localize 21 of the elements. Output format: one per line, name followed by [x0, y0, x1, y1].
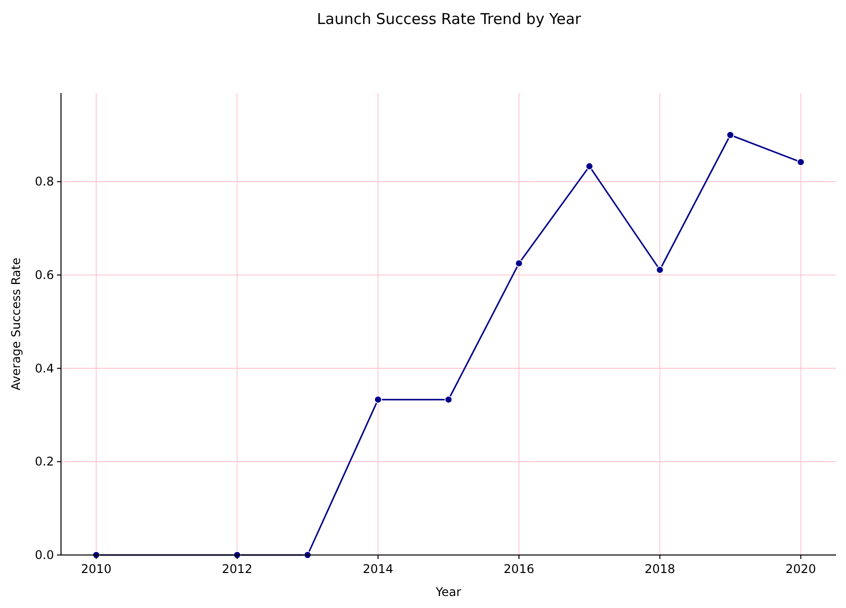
chart-title: Launch Success Rate Trend by Year [316, 10, 582, 28]
y-tick-label: 0.4 [34, 361, 54, 376]
x-tick-label: 2012 [222, 562, 252, 576]
x-tick-label: 2020 [786, 562, 816, 576]
point [515, 259, 523, 268]
x-tick-label: 2010 [80, 562, 112, 576]
point [444, 396, 452, 404]
point [586, 162, 594, 170]
y-axis-title: Average Success Rate [9, 258, 23, 390]
point [374, 396, 382, 404]
y-tick-label: 0.6 [34, 268, 54, 282]
point [796, 158, 805, 166]
x-axis-title: Year [434, 585, 462, 599]
x-tick-label: 2016 [504, 562, 534, 576]
x-tick-label: 2014 [362, 562, 394, 576]
point [726, 131, 734, 139]
y-tick-label: 0.0 [34, 548, 54, 562]
x-tick-label: 2018 [644, 562, 676, 576]
y-tick-label: 0.8 [34, 174, 54, 189]
point [656, 266, 664, 274]
y-tick-label: 0.2 [34, 454, 54, 469]
